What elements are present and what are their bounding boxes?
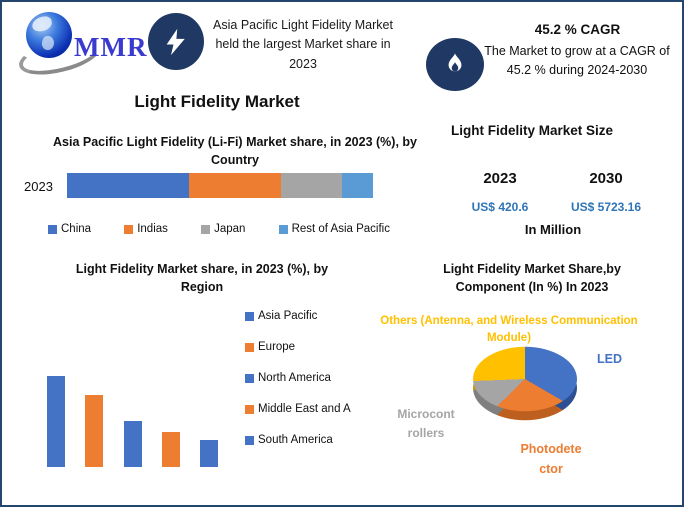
market-size-value: US$ 5723.16	[570, 200, 642, 214]
market-size-value: US$ 420.6	[471, 200, 529, 214]
legend-item: North America	[245, 372, 351, 384]
flame-icon	[448, 52, 462, 71]
market-size-unit: In Million	[524, 222, 582, 237]
market-size-col-2030: 2030 US$ 5723.16	[553, 170, 659, 214]
logo-text: MMR	[74, 32, 148, 62]
market-size-col-2023: 2023 US$ 420.6	[447, 170, 553, 214]
pie-chart	[473, 327, 577, 431]
legend-swatch	[245, 342, 254, 352]
legend-item: Asia Pacific	[245, 310, 351, 322]
legend-label: China	[61, 223, 92, 235]
region-bar-europe	[85, 395, 104, 467]
lightning-icon	[166, 28, 185, 55]
legend-label: South America	[258, 434, 333, 446]
lightning-badge	[148, 13, 204, 70]
flame-badge	[426, 38, 484, 91]
legend-label: Rest of Asia Pacific	[291, 223, 390, 235]
country-legend: China Indias Japan Rest of Asia Pacific	[48, 223, 390, 235]
region-bar-asia-pacific	[47, 376, 65, 467]
cagr-text: The Market to grow at a CAGR of 45.2 % d…	[484, 44, 670, 77]
legend-item: Europe	[245, 341, 351, 353]
highlight-text: Asia Pacific Light Fidelity Market held …	[213, 18, 393, 71]
pie-label-microcontrollers: Microcontrollers	[397, 407, 455, 441]
mmr-logo: MMR	[15, 10, 152, 82]
bar-segment-japan	[281, 173, 343, 198]
legend-swatch	[278, 224, 288, 234]
country-chart-title: Asia Pacific Light Fidelity (Li-Fi) Mark…	[53, 135, 417, 168]
market-size-title: Light Fidelity Market Size	[450, 123, 614, 138]
bar-segment-indias	[189, 173, 282, 198]
pie-label-others: Others (Antenna, and Wireless Communicat…	[380, 315, 638, 345]
cagr-title: 45.2 % CAGR	[534, 22, 621, 37]
pie-top	[473, 346, 577, 412]
legend-label: Indias	[137, 223, 168, 235]
pie-chart-title: Light Fidelity Market Share,by Component…	[443, 262, 621, 295]
legend-swatch	[48, 224, 57, 234]
legend-swatch	[245, 373, 254, 383]
region-bar-middle-east-and-a	[161, 432, 180, 467]
bar-segment-china	[67, 173, 190, 198]
country-stacked-bar	[67, 173, 373, 198]
legend-label: Japan	[214, 223, 246, 235]
market-size-year: 2023	[483, 170, 517, 187]
legend-label: Asia Pacific	[258, 310, 318, 322]
bar-segment-rest-of-asia-pacific	[342, 173, 373, 198]
legend-label: North America	[258, 372, 331, 384]
legend-swatch	[245, 311, 254, 321]
market-size-year: 2030	[589, 170, 623, 187]
legend-item: South America	[245, 434, 351, 446]
pie-label-led: LED	[597, 352, 622, 366]
region-bar-north-america	[123, 421, 142, 467]
legend-label: Europe	[258, 341, 296, 353]
legend-item: Indias	[124, 223, 168, 235]
pie-label-photodetector: Photodetector	[520, 442, 582, 476]
region-chart-title: Light Fidelity Market share, in 2023 (%)…	[75, 262, 329, 295]
region-bar-south-america	[200, 440, 218, 467]
legend-swatch	[245, 435, 254, 445]
country-axis-label: 2023	[24, 179, 53, 194]
page-title: Light Fidelity Market	[134, 92, 300, 111]
legend-swatch	[124, 224, 134, 234]
legend-item: Japan	[201, 223, 245, 235]
legend-item: Middle East and A	[245, 403, 351, 415]
legend-swatch	[245, 404, 254, 414]
legend-swatch	[201, 224, 211, 234]
region-legend: Asia Pacific Europe North America Middle Ea…	[245, 310, 351, 446]
globe-icon	[26, 12, 72, 58]
legend-item: Rest of Asia Pacific	[278, 223, 390, 235]
market-size-columns: 2023 US$ 420.6 2030 US$ 5723.16	[447, 170, 659, 214]
region-bars	[47, 376, 218, 467]
legend-label: Middle East and A	[258, 403, 351, 415]
legend-item: China	[48, 223, 91, 235]
